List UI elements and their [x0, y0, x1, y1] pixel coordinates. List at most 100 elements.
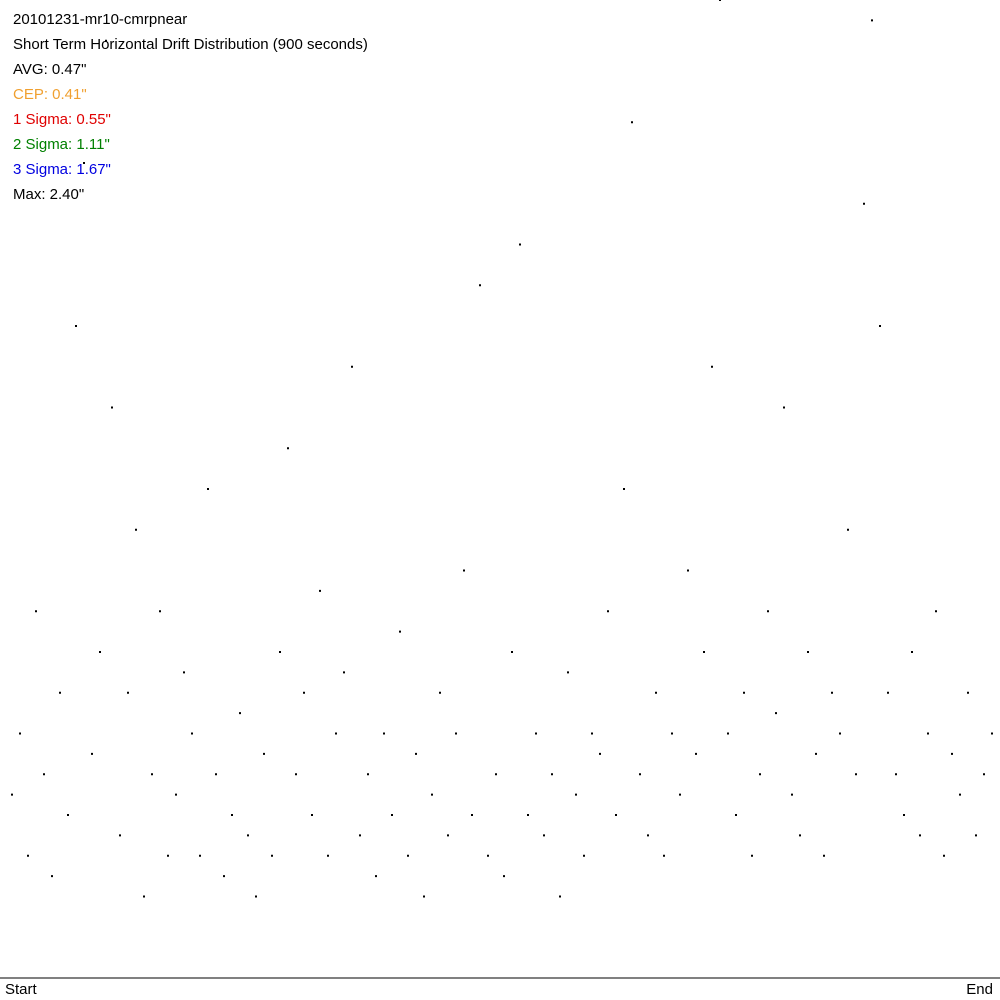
point	[647, 834, 649, 837]
point	[935, 610, 937, 613]
point	[687, 569, 689, 572]
point	[207, 488, 209, 490]
point	[735, 814, 737, 816]
point	[719, 0, 721, 1]
point	[847, 528, 849, 531]
point	[799, 834, 801, 837]
point	[111, 406, 113, 409]
point	[271, 854, 273, 857]
point	[215, 773, 217, 776]
point	[375, 875, 377, 878]
point	[919, 834, 921, 837]
point	[551, 773, 553, 776]
point	[59, 691, 61, 694]
point	[815, 752, 817, 755]
point	[759, 773, 761, 776]
point	[263, 752, 265, 755]
point	[75, 325, 77, 327]
point	[151, 773, 153, 776]
point	[191, 732, 193, 735]
point	[119, 834, 121, 837]
point	[295, 773, 297, 776]
point	[663, 854, 665, 857]
point	[247, 834, 249, 837]
point	[679, 793, 681, 796]
point	[367, 773, 369, 776]
point	[583, 854, 585, 857]
point	[335, 732, 337, 735]
point	[983, 773, 985, 776]
point	[831, 691, 833, 694]
point	[591, 732, 593, 735]
point	[359, 834, 361, 837]
point	[951, 752, 953, 755]
point	[703, 651, 705, 653]
point	[535, 732, 537, 735]
point	[559, 895, 561, 898]
point	[127, 691, 129, 694]
stat-label: Max: 2.40"	[13, 186, 84, 203]
point	[839, 732, 841, 735]
point	[927, 732, 929, 735]
point	[423, 895, 425, 898]
point	[415, 752, 417, 755]
point	[959, 793, 961, 796]
point	[943, 854, 945, 857]
point	[311, 814, 313, 816]
point	[343, 671, 345, 674]
point	[255, 895, 257, 898]
point	[327, 854, 329, 857]
point	[431, 793, 433, 796]
point	[447, 834, 449, 837]
stat-label: 1 Sigma: 0.55"	[13, 111, 111, 128]
point	[711, 365, 713, 368]
point	[575, 793, 577, 796]
point	[183, 671, 185, 674]
point	[903, 814, 905, 816]
stat-label: CEP: 0.41"	[13, 86, 87, 103]
point	[543, 834, 545, 837]
point	[135, 528, 137, 531]
point	[99, 651, 101, 653]
point	[143, 895, 145, 898]
point	[871, 19, 873, 22]
point	[879, 325, 881, 327]
x-start-label: Start	[5, 981, 38, 998]
point	[607, 610, 609, 613]
point	[479, 284, 481, 287]
point	[631, 121, 633, 124]
point	[615, 814, 617, 816]
point	[91, 752, 93, 755]
point	[487, 854, 489, 857]
point	[159, 610, 161, 613]
point	[399, 630, 401, 633]
point	[511, 651, 513, 653]
point	[863, 202, 865, 205]
point	[105, 39, 107, 42]
point	[391, 814, 393, 816]
point	[407, 854, 409, 857]
point	[911, 651, 913, 653]
chart-subtitle: Short Term Horizontal Drift Distribution…	[13, 36, 368, 53]
point	[43, 773, 45, 776]
point	[19, 732, 21, 735]
point	[823, 854, 825, 857]
point	[503, 875, 505, 878]
stat-label: 2 Sigma: 1.11"	[13, 136, 110, 153]
point	[351, 365, 353, 368]
stat-label: 3 Sigma: 1.67"	[13, 161, 111, 178]
stat-label: AVG: 0.47"	[13, 61, 86, 78]
point	[319, 589, 321, 592]
point	[35, 610, 37, 613]
point	[743, 691, 745, 694]
point	[775, 712, 777, 715]
point	[671, 732, 673, 735]
point	[223, 875, 225, 878]
point	[383, 732, 385, 735]
point	[83, 162, 85, 164]
point	[27, 854, 29, 857]
point	[751, 854, 753, 857]
point	[175, 793, 177, 796]
